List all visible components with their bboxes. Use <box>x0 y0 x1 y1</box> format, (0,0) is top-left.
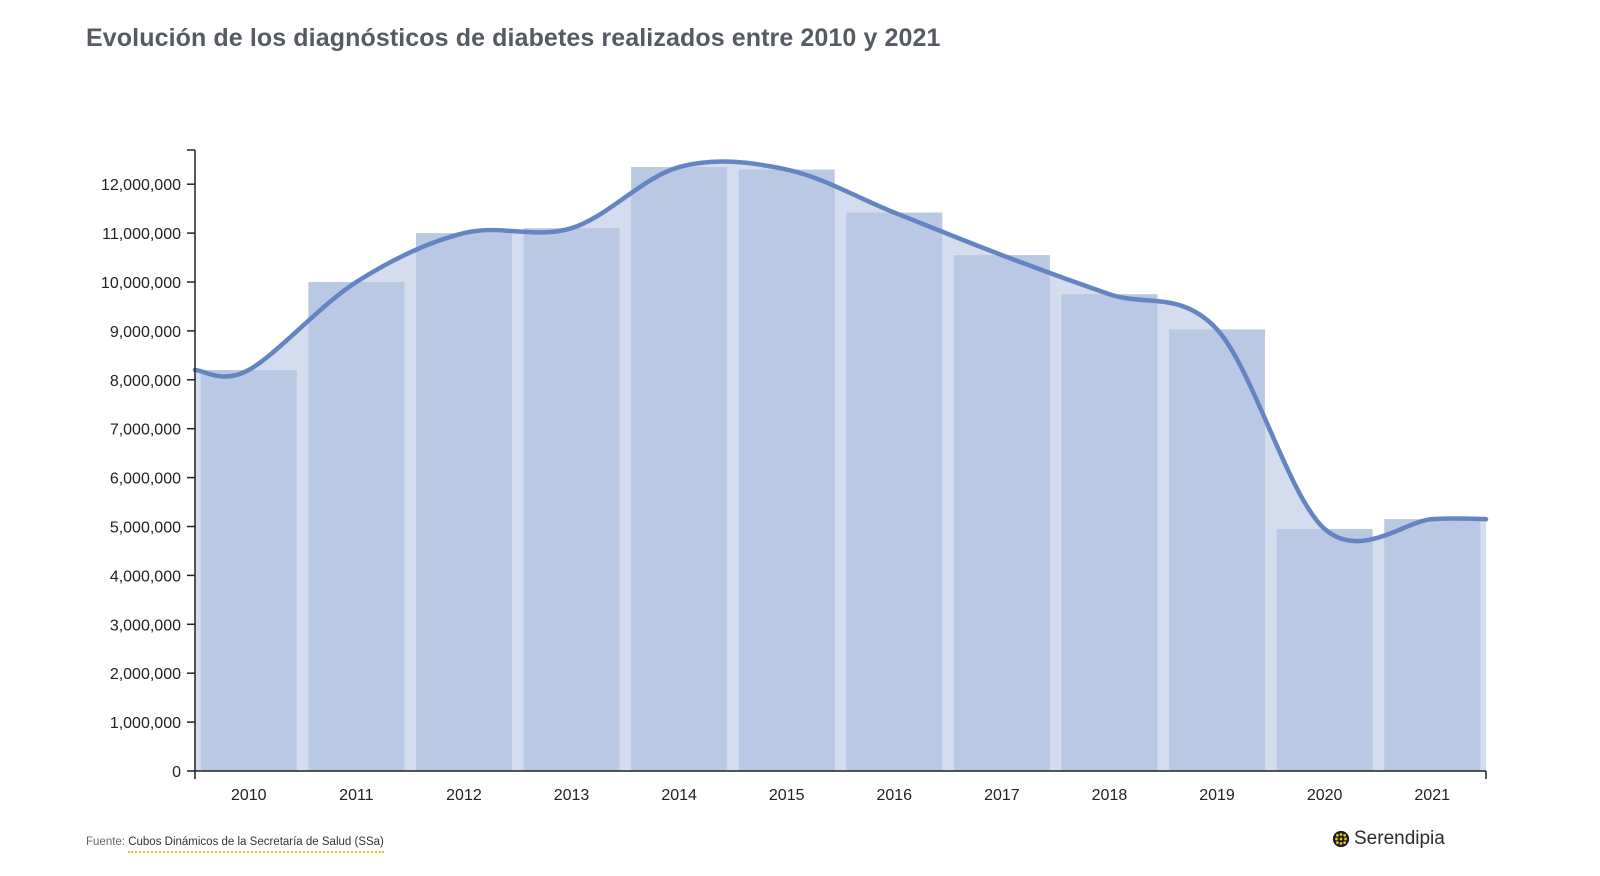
x-tick-label: 2014 <box>661 787 697 804</box>
bar-2021 <box>1384 519 1481 771</box>
y-tick-label: 10,000,000 <box>101 275 181 292</box>
y-tick-label: 1,000,000 <box>110 715 181 732</box>
y-tick-label: 4,000,000 <box>110 568 181 585</box>
bar-2018 <box>1061 294 1158 771</box>
x-tick-label: 2020 <box>1307 787 1343 804</box>
brand-logo: Serendipia <box>1332 828 1445 850</box>
x-tick-label: 2016 <box>876 787 912 804</box>
bar-2019 <box>1169 329 1266 771</box>
bar-2017 <box>953 255 1050 772</box>
x-tick-label: 2018 <box>1092 787 1128 804</box>
x-tick-label: 2011 <box>339 787 374 804</box>
y-tick-label: 9,000,000 <box>110 324 181 341</box>
trend-area <box>195 161 1486 772</box>
trend-line <box>192 159 1489 544</box>
x-tick-label: 2021 <box>1414 787 1450 804</box>
brand-name: Serendipia <box>1354 828 1445 849</box>
x-tick-label: 2010 <box>231 787 267 804</box>
bar-2012 <box>415 233 512 772</box>
x-tick-label: 2012 <box>446 787 482 804</box>
y-tick-label: 5,000,000 <box>110 520 181 537</box>
bar-2015 <box>738 169 835 771</box>
globe-logo-icon <box>1332 830 1350 848</box>
y-tick-label: 7,000,000 <box>110 422 181 439</box>
y-tick-label: 0 <box>172 764 181 781</box>
bar-2016 <box>846 212 943 771</box>
y-tick-label: 8,000,000 <box>110 373 181 390</box>
x-tick-label: 2013 <box>554 787 590 804</box>
bar-2011 <box>308 282 405 771</box>
source-link[interactable]: Cubos Dinámicos de la Secretaría de Salu… <box>128 836 384 853</box>
chart-title: Evolución de los diagnósticos de diabete… <box>86 24 941 52</box>
bar-2020 <box>1276 528 1373 771</box>
y-tick-label: 11,000,000 <box>102 226 181 243</box>
y-tick-label: 6,000,000 <box>110 471 181 488</box>
source-footer: Fuente: Cubos Dinámicos de la Secretaría… <box>86 836 384 853</box>
x-tick-label: 2019 <box>1199 787 1235 804</box>
source-prefix: Fuente: <box>86 836 125 848</box>
bar-2010 <box>200 370 297 771</box>
bar-2014 <box>631 167 728 771</box>
x-tick-label: 2015 <box>769 787 805 804</box>
y-tick-label: 12,000,000 <box>101 177 181 194</box>
y-tick-label: 2,000,000 <box>110 666 181 683</box>
x-tick-label: 2017 <box>984 787 1020 804</box>
bar-2013 <box>523 228 620 771</box>
y-tick-label: 3,000,000 <box>110 617 181 634</box>
